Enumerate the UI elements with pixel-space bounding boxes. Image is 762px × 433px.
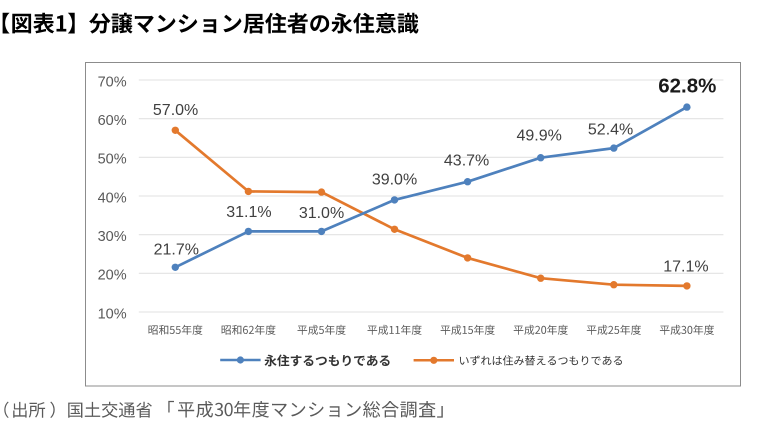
svg-text:62.8%: 62.8% <box>658 74 716 97</box>
svg-text:70%: 70% <box>98 74 127 90</box>
svg-text:50%: 50% <box>98 152 127 168</box>
svg-text:43.7%: 43.7% <box>444 153 489 170</box>
svg-text:40%: 40% <box>98 190 127 206</box>
svg-text:31.0%: 31.0% <box>299 205 344 222</box>
svg-text:17.1%: 17.1% <box>663 258 708 275</box>
svg-text:31.1%: 31.1% <box>226 204 271 221</box>
svg-text:30%: 30% <box>98 229 127 245</box>
svg-text:52.4%: 52.4% <box>588 121 633 138</box>
svg-text:39.0%: 39.0% <box>372 172 417 189</box>
svg-text:20%: 20% <box>98 268 127 284</box>
svg-text:57.0%: 57.0% <box>153 102 198 119</box>
svg-text:10%: 10% <box>98 306 127 322</box>
svg-text:21.7%: 21.7% <box>154 241 199 258</box>
svg-text:60%: 60% <box>98 113 127 129</box>
svg-text:49.9%: 49.9% <box>517 128 562 145</box>
